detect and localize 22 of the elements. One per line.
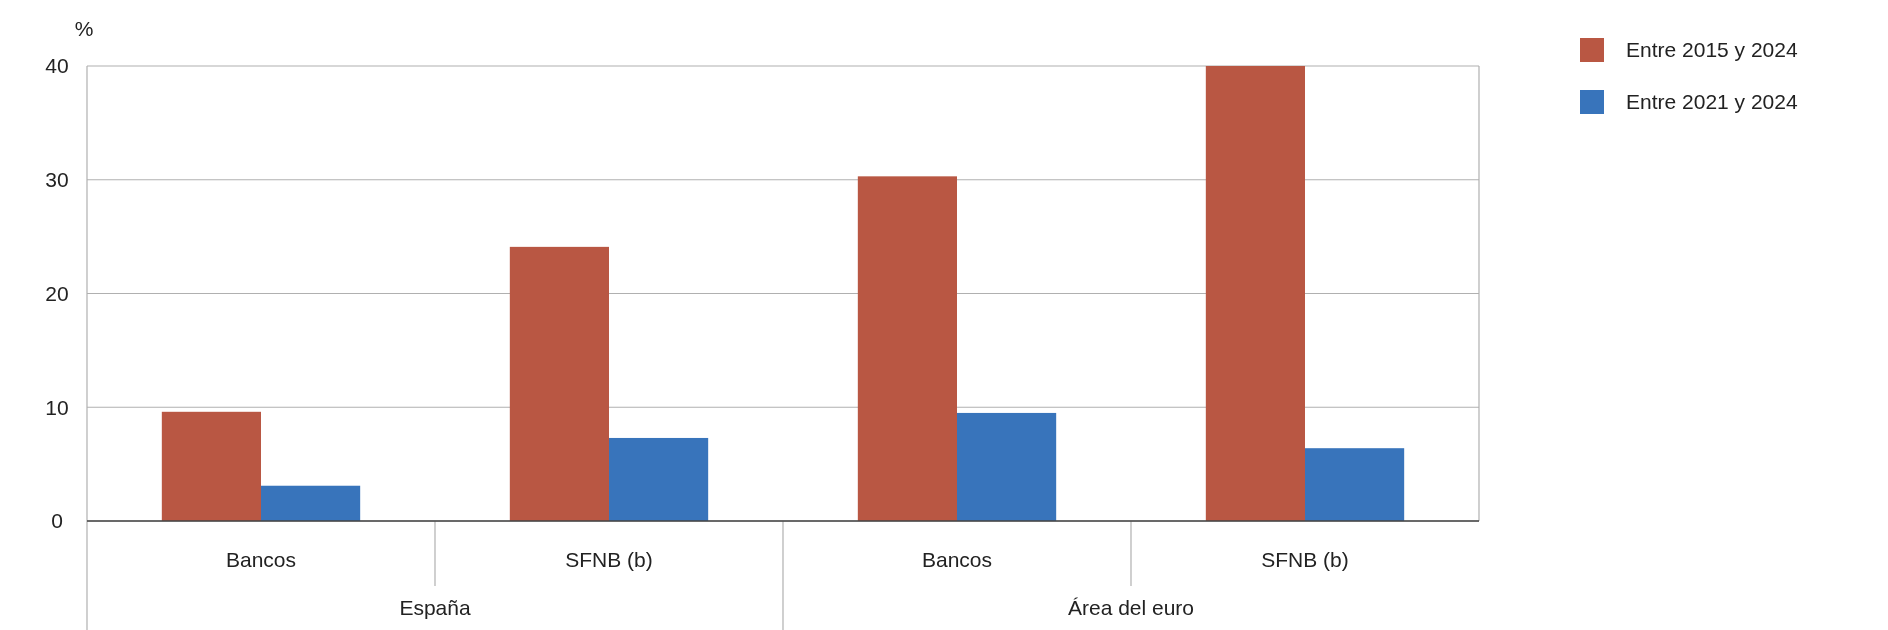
y-tick-label: 10	[45, 395, 69, 419]
bar	[161, 411, 261, 521]
bar	[1305, 448, 1405, 521]
bar	[857, 176, 957, 521]
y-tick-label: 40	[45, 54, 69, 78]
legend-label: Entre 2015 y 2024	[1626, 38, 1798, 62]
x-tick-label: SFNB (b)	[1261, 548, 1349, 572]
bar	[609, 437, 709, 521]
bar	[957, 412, 1057, 521]
y-tick-label: 20	[45, 281, 69, 305]
bar	[509, 246, 609, 521]
x-tick-label: Bancos	[225, 548, 297, 572]
bar	[1205, 66, 1305, 521]
bar	[261, 485, 361, 521]
x-tick-label: Bancos	[921, 548, 993, 572]
text: Área del euro	[1067, 596, 1195, 620]
legend-label: Entre 2021 y 2024	[1626, 90, 1798, 114]
y-tick-label: 30	[45, 168, 69, 192]
text: España	[399, 596, 471, 620]
x-tick-label: SFNB (b)	[565, 548, 653, 572]
y-axis-title: %	[74, 17, 94, 40]
y-tick-label: 0	[51, 509, 63, 533]
